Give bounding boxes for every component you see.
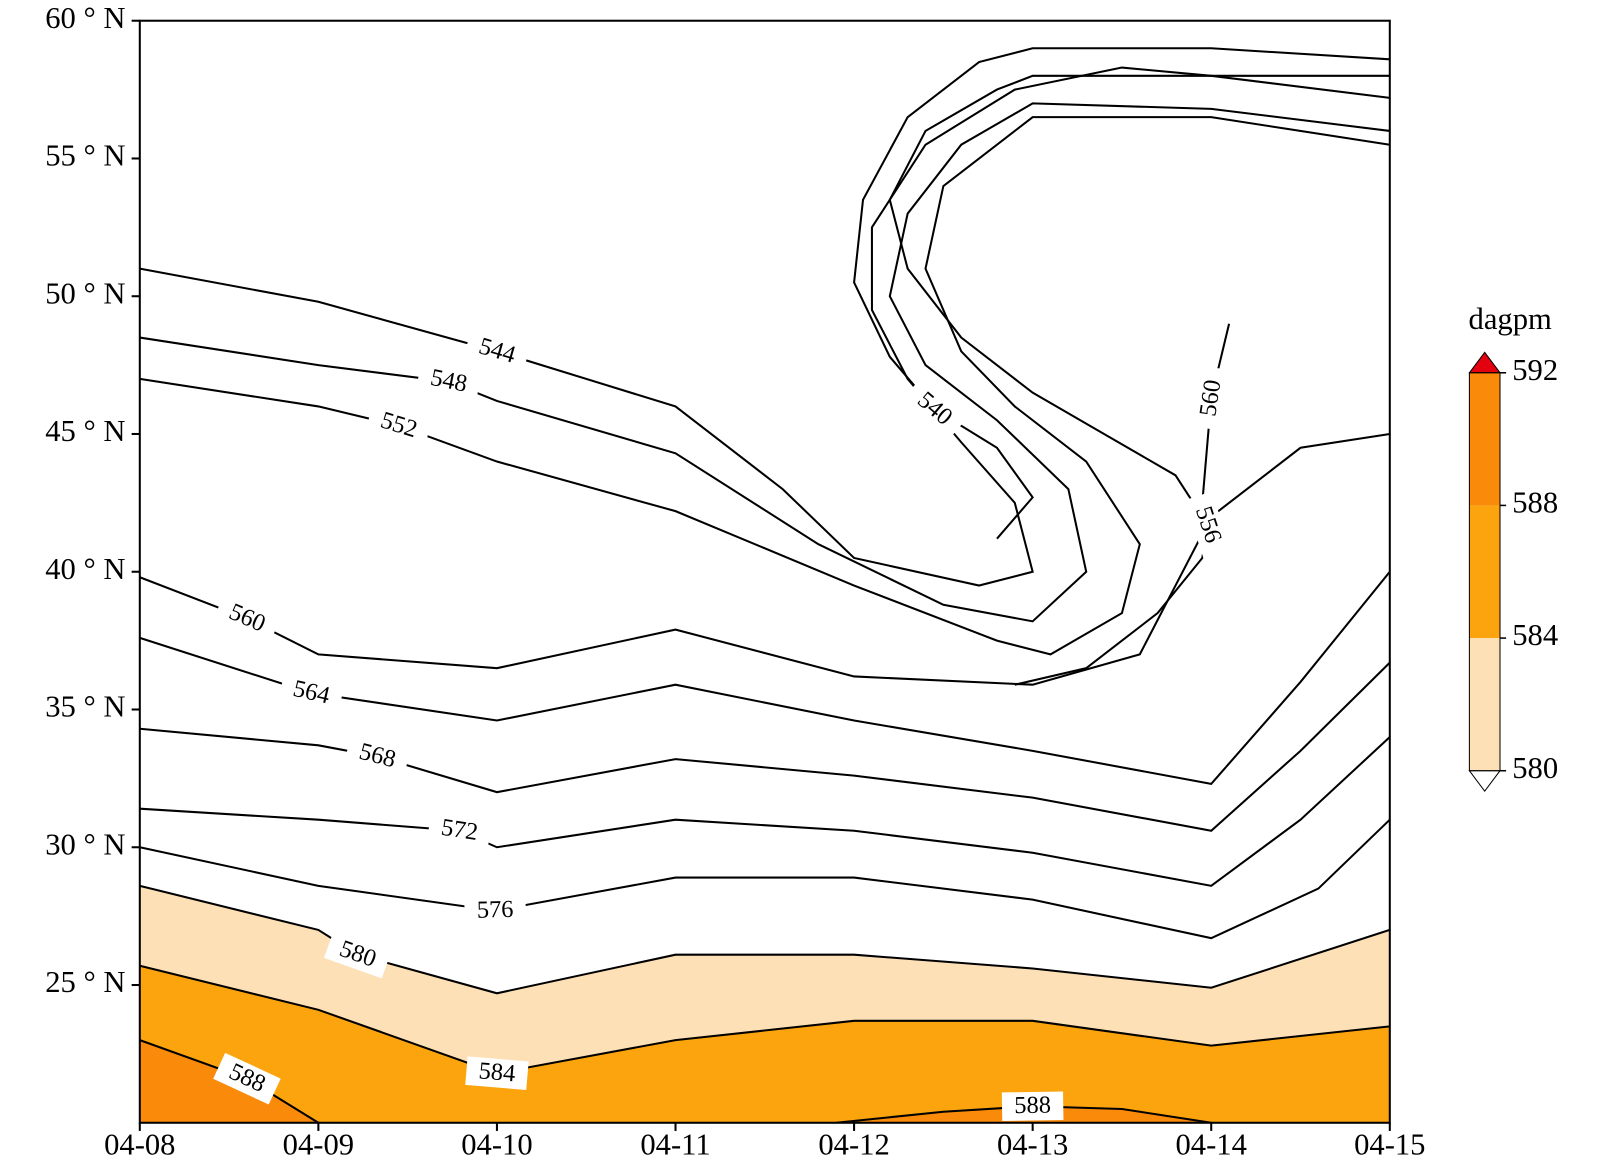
y-tick-label: 25 ° N (45, 965, 125, 999)
y-tick-label: 45 ° N (45, 414, 125, 448)
contour-lines (139, 47, 1390, 1123)
contour-label-bg (324, 931, 392, 979)
contour-label-group: 560 (213, 593, 281, 644)
contour-label-bg (463, 329, 531, 374)
contour-label: 584 (478, 1057, 517, 1087)
contour-line (139, 736, 1390, 887)
y-tick-label: 30 ° N (45, 827, 125, 861)
contour-line (139, 571, 1390, 785)
contour-label-group: 548 (415, 361, 482, 402)
contour-line (139, 102, 1390, 623)
colorbar-under (1468, 770, 1502, 792)
x-tick-label: 04-11 (640, 1127, 710, 1161)
colorbar: dagpm 580 584 588 592 (1468, 302, 1558, 792)
colorbar-tick-label: 588 (1512, 485, 1558, 519)
contour-label-bg (344, 734, 411, 778)
x-tick-label: 04-08 (104, 1127, 175, 1161)
colorbar-segment (1469, 505, 1500, 639)
contour-line (139, 964, 1390, 1075)
y-tick-label: 60 ° N (45, 1, 125, 35)
contour-label-group: 572 (427, 811, 492, 850)
contour-line (139, 432, 1390, 686)
contour-label-group: 564 (278, 672, 345, 714)
contour-label: 552 (377, 407, 420, 444)
y-tick-label: 40 ° N (45, 552, 125, 586)
contour-label: 588 (1014, 1092, 1051, 1120)
contour-label-group: 584 (465, 1056, 529, 1090)
contour-label-group: 568 (344, 734, 411, 778)
colorbar-over (1468, 351, 1502, 374)
contour-label-group: 560 (1192, 365, 1230, 431)
contour-label-bg (1192, 365, 1230, 431)
contour-line (853, 47, 1390, 540)
contour-label-bg (278, 672, 345, 714)
contour-label-bg (1184, 491, 1231, 559)
contour-label: 572 (439, 814, 479, 846)
contour-line (139, 818, 1390, 940)
x-tick-label: 04-12 (818, 1127, 889, 1161)
contour-label-group: 556 (1184, 491, 1231, 559)
contour-line (888, 74, 1390, 686)
contour-label-bg (464, 895, 527, 926)
contour-label-bg (465, 1056, 529, 1090)
contour-label: 544 (476, 332, 519, 368)
contour-label-group: 588 (1001, 1091, 1064, 1121)
contour-label-bg (427, 811, 492, 850)
x-tick-label: 04-14 (1176, 1127, 1247, 1161)
colorbar-frame (1468, 372, 1501, 772)
contour-label-bg (365, 403, 433, 449)
colorbar-tick-label: 592 (1512, 353, 1558, 387)
y-tick-label: 55 ° N (45, 139, 125, 173)
colorbar-tick-label: 580 (1512, 751, 1558, 785)
contour-label: 560 (1194, 378, 1226, 418)
y-tick-label: 35 ° N (45, 690, 125, 724)
contour-label-bg (213, 1052, 281, 1105)
contour-label: 576 (476, 896, 513, 924)
x-tick-label: 04-13 (997, 1127, 1068, 1161)
contour-label-group: 540 (901, 378, 968, 440)
axes: 04-08 04-09 04-10 04-11 04-12 04-13 04-14 04-15… (45, 1, 1425, 1162)
x-tick-label: 04-15 (1354, 1127, 1425, 1161)
colorbar-segment (1469, 638, 1500, 771)
contour-label: 568 (356, 738, 398, 773)
colorbar-label: dagpm (1469, 302, 1553, 336)
contour-label-group: 544 (463, 329, 531, 374)
contour-label-group: 576 (464, 895, 527, 926)
contour-fill (139, 965, 1390, 1123)
y-tick-label: 50 ° N (45, 276, 125, 310)
contour-line (139, 66, 1390, 587)
contour-label-bg (1001, 1091, 1064, 1121)
contour-label-bg (901, 378, 968, 440)
contour-label-bg (415, 361, 482, 402)
x-tick-label: 04-10 (461, 1127, 532, 1161)
colorbar-tick-label: 584 (1512, 618, 1558, 652)
contour-line (139, 116, 1390, 656)
filled-contours (139, 885, 1390, 1123)
colorbar-segment (1469, 372, 1500, 506)
contour-label-group: 552 (365, 403, 433, 449)
x-tick-label: 04-09 (283, 1127, 354, 1161)
contour-label-bg (213, 593, 281, 644)
